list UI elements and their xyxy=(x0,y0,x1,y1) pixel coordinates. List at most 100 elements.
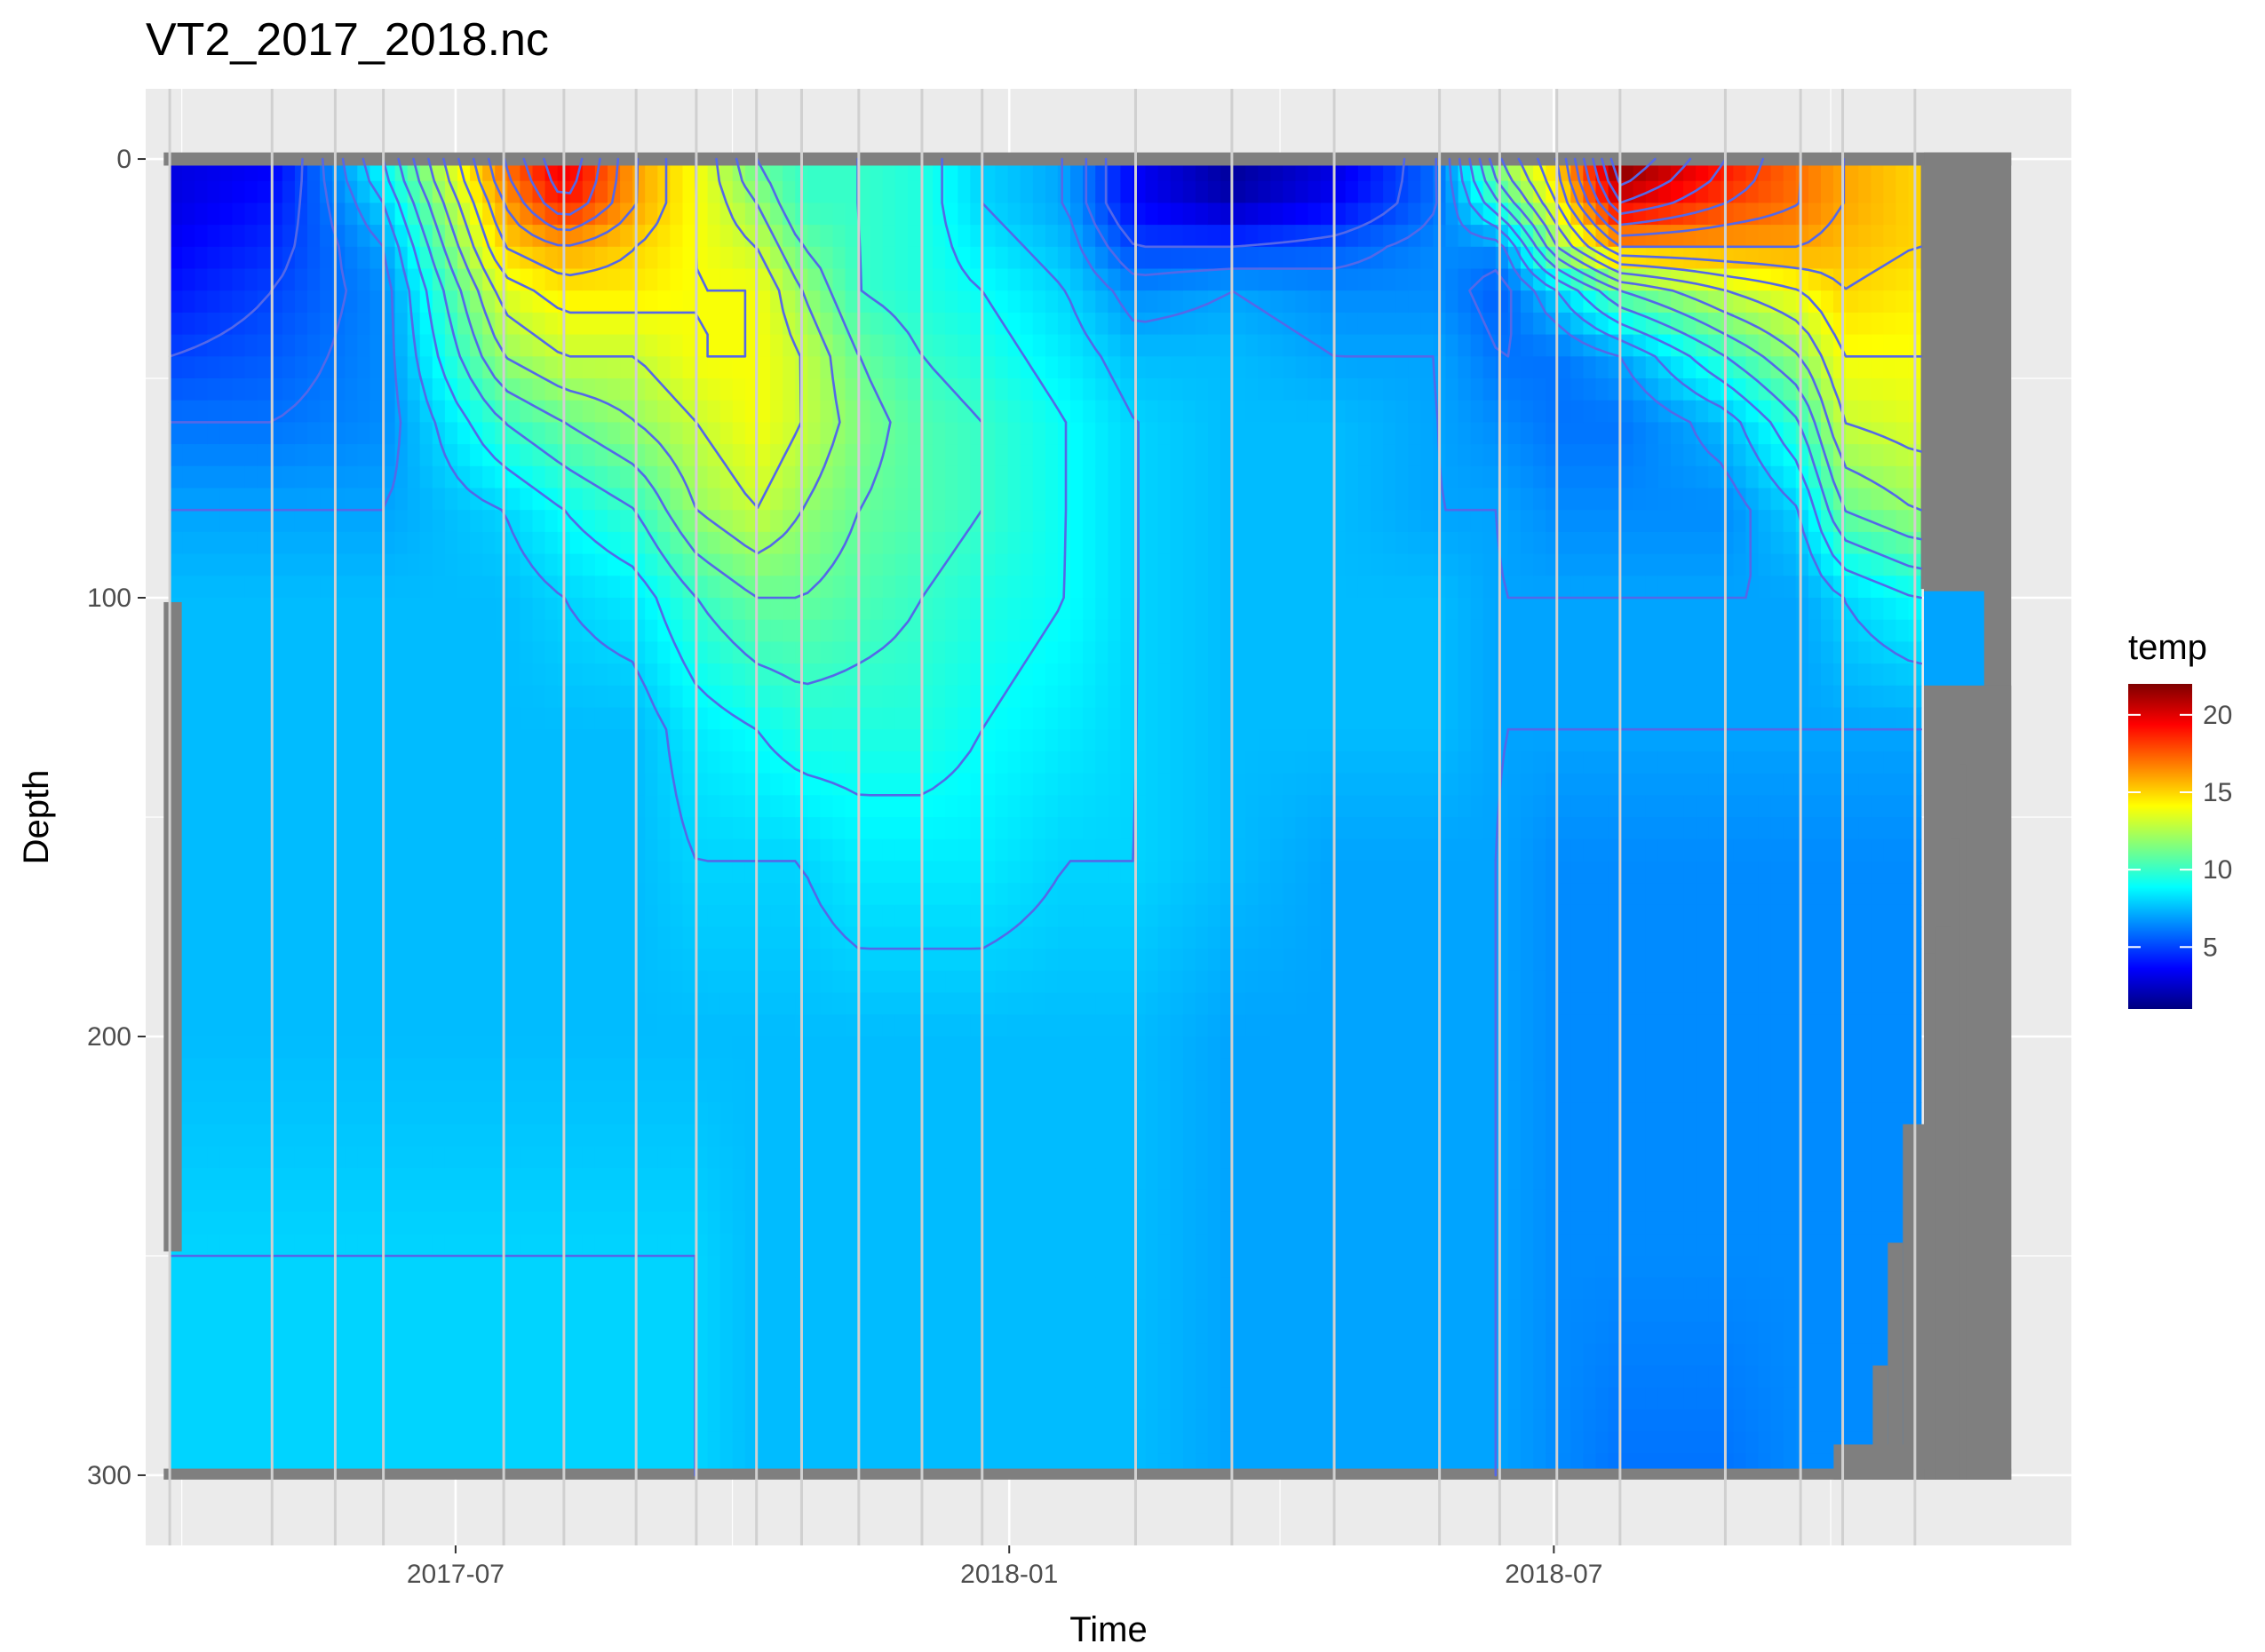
heatmap-cell xyxy=(232,1409,246,1433)
heatmap-cell xyxy=(370,773,384,797)
heatmap-cell xyxy=(770,1124,783,1148)
heatmap-cell xyxy=(257,465,271,489)
heatmap-cell xyxy=(244,598,258,621)
heatmap-cell xyxy=(632,1234,646,1257)
heatmap-cell xyxy=(882,751,896,774)
heatmap-cell xyxy=(282,488,296,511)
heatmap-cell xyxy=(970,904,984,928)
heatmap-cell xyxy=(820,1343,834,1367)
heatmap-cell xyxy=(257,904,271,928)
heatmap-cell xyxy=(982,883,997,906)
heatmap-cell xyxy=(732,225,746,248)
heatmap-cell xyxy=(908,1211,921,1235)
heatmap-cell xyxy=(419,1146,433,1169)
heatmap-cell xyxy=(357,992,371,1016)
heatmap-cell xyxy=(970,1146,984,1169)
heatmap-cell xyxy=(382,1387,396,1410)
heatmap-cell xyxy=(995,268,1009,291)
heatmap-cell xyxy=(945,992,959,1016)
heatmap-cell xyxy=(770,356,783,379)
heatmap-cell xyxy=(807,598,822,621)
heatmap-cell xyxy=(257,817,271,840)
heatmap-cell xyxy=(345,970,359,994)
heatmap-cell xyxy=(620,465,633,489)
heatmap-cell xyxy=(444,488,458,511)
heatmap-cell xyxy=(933,1365,946,1388)
heatmap-cell xyxy=(1083,465,1096,489)
heatmap-cell xyxy=(532,970,546,994)
heatmap-cell xyxy=(495,926,509,949)
heatmap-cell xyxy=(882,926,896,949)
heatmap-cell xyxy=(682,926,696,949)
heatmap-cell xyxy=(1083,641,1096,664)
heatmap-cell xyxy=(407,904,421,928)
heatmap-cell xyxy=(670,685,684,709)
heatmap-cell xyxy=(569,838,584,862)
heatmap-cell xyxy=(307,1365,321,1388)
heatmap-cell xyxy=(1032,663,1046,687)
heatmap-cell xyxy=(920,883,934,906)
heatmap-cell xyxy=(520,598,534,621)
heatmap-cell xyxy=(783,685,796,709)
heatmap-cell xyxy=(532,225,546,248)
heatmap-cell xyxy=(495,553,509,577)
heatmap-cell xyxy=(832,838,846,862)
heatmap-cell xyxy=(920,1189,934,1213)
heatmap-cell xyxy=(382,992,396,1016)
heatmap-cell xyxy=(682,970,696,994)
heatmap-cell xyxy=(770,1058,783,1082)
heatmap-cell xyxy=(657,488,672,511)
heatmap-cell xyxy=(444,663,458,687)
heatmap-cell xyxy=(958,378,972,401)
heatmap-cell xyxy=(970,861,984,884)
heatmap-cell xyxy=(758,444,771,467)
heatmap-cell xyxy=(820,1299,834,1322)
heatmap-cell xyxy=(744,1277,759,1301)
heatmap-cell xyxy=(1145,378,1159,401)
heatmap-cell xyxy=(632,444,646,467)
heatmap-cell xyxy=(1057,773,1071,797)
heatmap-cell xyxy=(357,180,371,204)
heatmap-cell xyxy=(870,883,884,906)
heatmap-cell xyxy=(732,400,746,424)
heatmap-cell xyxy=(569,553,584,577)
heatmap-cell xyxy=(1083,838,1096,862)
heatmap-cell xyxy=(482,510,497,533)
heatmap-cell xyxy=(758,1014,771,1037)
heatmap-cell xyxy=(894,1409,909,1433)
heatmap-cell xyxy=(207,1058,221,1082)
heatmap-cell xyxy=(320,531,333,555)
heatmap-cell xyxy=(1145,356,1159,379)
heatmap-cell xyxy=(294,225,308,248)
heatmap-cell xyxy=(1057,290,1071,314)
heatmap-cell xyxy=(470,576,483,599)
heatmap-cell xyxy=(1120,246,1134,270)
heatmap-cell xyxy=(845,1014,859,1037)
heatmap-cell xyxy=(882,1234,896,1257)
heatmap-cell xyxy=(282,861,296,884)
heatmap-cell xyxy=(244,861,258,884)
heatmap-cell xyxy=(707,488,721,511)
heatmap-cell xyxy=(320,510,333,533)
heatmap-cell xyxy=(1020,1256,1034,1279)
heatmap-cell xyxy=(1157,510,1172,533)
heatmap-cell xyxy=(832,619,846,643)
heatmap-cell xyxy=(857,663,871,687)
heatmap-cell xyxy=(569,576,584,599)
heatmap-cell xyxy=(970,1322,984,1345)
heatmap-cell xyxy=(482,465,497,489)
heatmap-cell xyxy=(1007,1234,1021,1257)
heatmap-cell xyxy=(1195,773,1209,797)
heatmap-cell xyxy=(657,576,672,599)
heatmap-cell xyxy=(1120,488,1134,511)
heatmap-cell xyxy=(719,1168,734,1191)
heatmap-cell xyxy=(832,1365,846,1388)
heatmap-cell xyxy=(744,1322,759,1345)
heatmap-cell xyxy=(532,1322,546,1345)
heatmap-cell xyxy=(1170,180,1184,204)
heatmap-cell xyxy=(657,1058,672,1082)
heatmap-cell xyxy=(657,225,672,248)
heatmap-cell xyxy=(1195,378,1209,401)
heatmap-cell xyxy=(370,422,384,445)
heatmap-cell xyxy=(520,883,534,906)
